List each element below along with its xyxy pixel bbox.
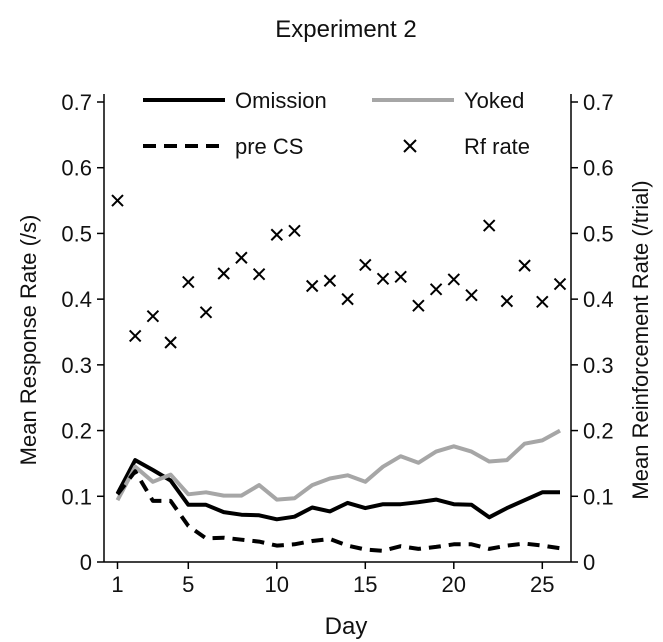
y-tick-label: 0.3 bbox=[61, 353, 92, 378]
legend-label: Rf rate bbox=[464, 134, 530, 159]
legend-item-rf-rate: Rf rate bbox=[403, 134, 530, 159]
x-axis-label: Day bbox=[325, 613, 368, 640]
omission-line bbox=[115, 458, 560, 522]
x-tick-label: 1 bbox=[111, 572, 123, 597]
series-group bbox=[111, 194, 567, 553]
legend-label: Yoked bbox=[464, 88, 524, 113]
rf-rate-point bbox=[270, 228, 284, 241]
rf-rate-point bbox=[359, 258, 372, 272]
y2-tick-label: 0.6 bbox=[583, 156, 614, 181]
rf-rate-point bbox=[412, 299, 425, 312]
legend-swatch bbox=[403, 139, 417, 153]
y2-axis-label: Mean Reinforcement Rate (/trial) bbox=[628, 180, 653, 499]
legend-label: Omission bbox=[235, 88, 327, 113]
rf-rate-point bbox=[553, 277, 567, 291]
rf-rate-point bbox=[323, 274, 337, 287]
rf-rate-point bbox=[182, 275, 195, 289]
rf-rate-point bbox=[288, 224, 301, 238]
y-tick-label: 0.2 bbox=[61, 419, 92, 444]
rf-rate-point bbox=[111, 194, 124, 207]
yoked-line bbox=[115, 428, 561, 502]
y-tick-label: 0.6 bbox=[61, 156, 92, 181]
rf-rate-point bbox=[536, 295, 549, 308]
y2-tick-label: 0.4 bbox=[583, 287, 614, 312]
y2-tick-label: 0.7 bbox=[583, 90, 614, 115]
rf-rate-point bbox=[199, 306, 213, 319]
legend: Omission Yoked pre CS Rf rate bbox=[143, 88, 530, 159]
rf-rate-point bbox=[341, 292, 354, 306]
rf-rate-point bbox=[465, 288, 478, 302]
rf-rate-point bbox=[500, 294, 514, 308]
x-tick-label: 10 bbox=[265, 572, 289, 597]
rf-rate-point bbox=[305, 279, 319, 293]
rf-rate-point bbox=[164, 336, 177, 349]
rf-rate-point bbox=[235, 251, 248, 264]
y2-tick-label: 0 bbox=[583, 550, 595, 575]
rf-rate-point bbox=[429, 283, 443, 296]
legend-item-yoked: Yoked bbox=[372, 88, 524, 113]
x-tick-label: 15 bbox=[353, 572, 377, 597]
rf-rate-point bbox=[252, 267, 266, 281]
y2-tick-label: 0.1 bbox=[583, 484, 614, 509]
rf-rate-point bbox=[518, 259, 531, 272]
axes: 0 0 0.1 0.1 0.2 0.2 0.3 0.3 0.4 0.4 0.5 0.5 0.6 0.6 0.… bbox=[61, 90, 613, 597]
chart-title: Experiment 2 bbox=[275, 16, 416, 43]
y2-tick-label: 0.5 bbox=[583, 221, 614, 246]
y-tick-label: 0.4 bbox=[61, 287, 92, 312]
y2-tick-label: 0.2 bbox=[583, 419, 614, 444]
rf-rate-point bbox=[146, 310, 160, 323]
legend-label: pre CS bbox=[235, 134, 303, 159]
y-tick-label: 0.7 bbox=[61, 90, 92, 115]
legend-item-omission: Omission bbox=[143, 88, 327, 113]
x-tick-label: 25 bbox=[530, 572, 554, 597]
y-tick-label: 0 bbox=[80, 550, 92, 575]
y-tick-label: 0.5 bbox=[61, 221, 92, 246]
x-tick-label: 5 bbox=[182, 572, 194, 597]
pre-cs-line bbox=[115, 469, 561, 553]
rf-rate-point bbox=[217, 267, 230, 280]
y-tick-label: 0.1 bbox=[61, 484, 92, 509]
y2-tick-label: 0.3 bbox=[583, 353, 614, 378]
x-tick-label: 20 bbox=[442, 572, 466, 597]
rf-rate-point bbox=[376, 272, 390, 285]
y-axis-label: Mean Response Rate (/s) bbox=[16, 215, 41, 466]
rf-rate-point bbox=[482, 219, 496, 232]
legend-item-pre-cs: pre CS bbox=[143, 134, 303, 159]
rf-rate-point bbox=[447, 273, 461, 286]
rf-rate-point bbox=[128, 329, 142, 343]
rf-rate-point bbox=[394, 270, 407, 284]
rf-rate-markers bbox=[111, 194, 567, 349]
